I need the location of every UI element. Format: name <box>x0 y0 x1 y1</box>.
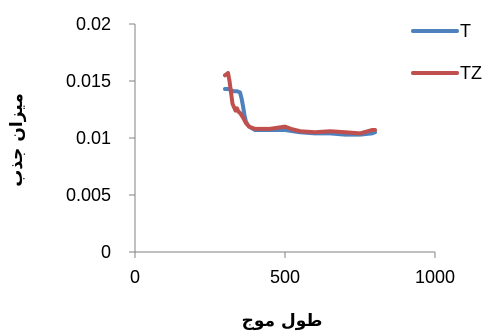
y-tick-label: 0 <box>101 242 111 262</box>
series <box>223 71 377 137</box>
legend: T TZ <box>411 21 482 83</box>
y-tick-label: 0.01 <box>76 128 111 148</box>
x-axis-title: طول موج <box>242 311 323 331</box>
y-tick-label: 0.015 <box>66 71 111 91</box>
x-tick-label: 1000 <box>415 267 455 287</box>
y-tick-label: 0.005 <box>66 185 111 205</box>
x-tick-label: 500 <box>270 267 300 287</box>
x-ticks: 0 500 1000 <box>130 252 455 287</box>
x-tick-label: 0 <box>130 267 140 287</box>
series-line-tz <box>223 71 377 136</box>
y-tick-label: 0.02 <box>76 14 111 34</box>
axes <box>134 24 435 253</box>
y-ticks: 0 0.005 0.01 0.015 0.02 <box>66 14 135 262</box>
legend-label-t: T <box>460 21 471 41</box>
legend-label-tz: TZ <box>460 63 482 83</box>
y-axis-title: میزان جذب <box>7 93 27 186</box>
